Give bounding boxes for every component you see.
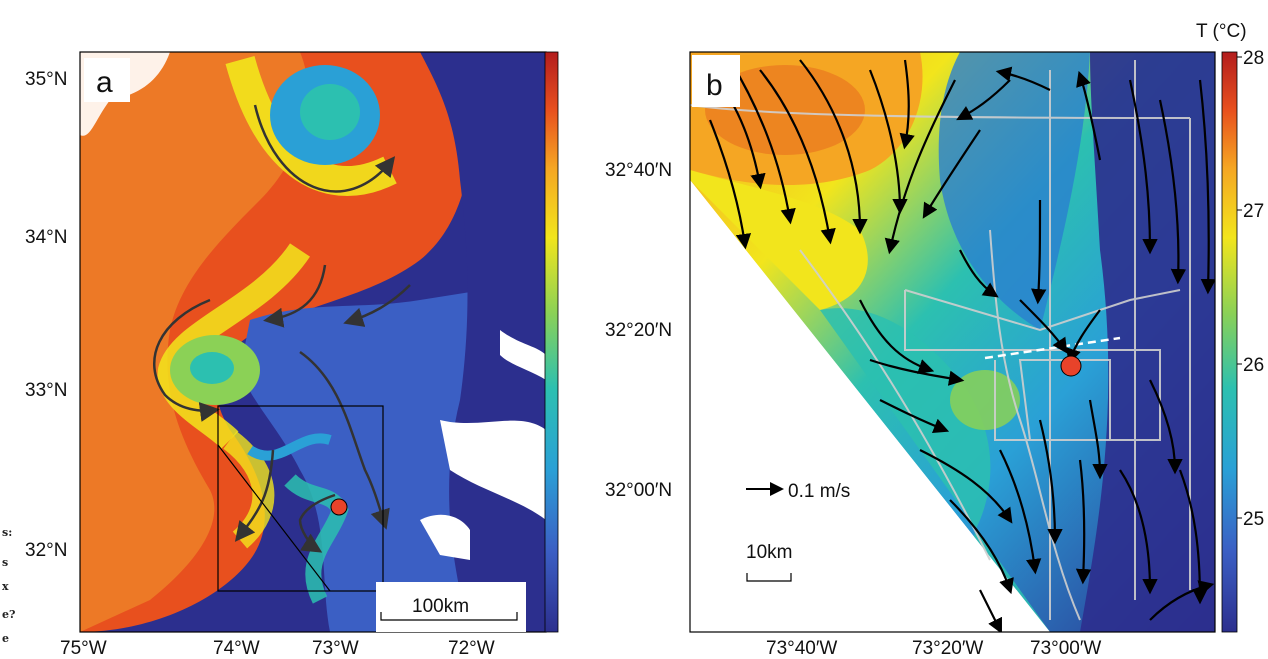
colorbar-tick-25: 25 (1243, 509, 1264, 530)
colorbar-tick-27: 27 (1243, 201, 1264, 222)
lat-tick-32-40n: 32°40′N (605, 160, 672, 181)
colorbar-tick-26: 26 (1243, 355, 1264, 376)
subregion-box (217, 405, 384, 592)
scale-bar-a-label: 100km (412, 596, 469, 617)
svg-text:x: x (2, 580, 9, 593)
panel-a-flow-arrows (153, 104, 411, 553)
colorbar-title: T (°C) (1196, 21, 1247, 42)
svg-text:e: e (2, 632, 9, 645)
panel-b-frame (689, 51, 1216, 633)
lon-tick-72w: 72°W (448, 638, 495, 659)
velocity-ref-label: 0.1 m/s (788, 481, 850, 502)
panel-b-label: b (706, 69, 723, 102)
station-marker-b (1060, 355, 1082, 377)
lat-tick-34n: 34°N (25, 227, 67, 248)
lat-tick-35n: 35°N (25, 69, 67, 90)
lat-tick-32n: 32°N (25, 540, 67, 561)
panel-b (690, 52, 1215, 632)
colorbar-a (544, 51, 559, 633)
colorbar-tick-28: 28 (1243, 48, 1264, 69)
lon-tick-73w: 73°W (312, 638, 359, 659)
lon-tick-73-00w: 73°00′W (1030, 638, 1101, 659)
lon-tick-74w: 74°W (213, 638, 260, 659)
scale-bar-a-box (376, 582, 526, 632)
transect-line (217, 444, 331, 592)
lat-tick-32-00n: 32°00′N (605, 480, 672, 501)
lat-tick-32-20n: 32°20′N (605, 320, 672, 341)
lon-tick-75w: 75°W (60, 638, 107, 659)
scale-bar-b (746, 573, 792, 582)
lon-tick-73-40w: 73°40′W (766, 638, 837, 659)
scale-bar-a (380, 612, 518, 621)
svg-text:s: s (2, 556, 8, 569)
scale-bar-b-label: 10km (746, 542, 792, 563)
panel-a-label: a (96, 66, 113, 99)
panel-a (80, 52, 546, 632)
colorbar-b (1221, 51, 1238, 633)
panel-a-label-box (84, 58, 130, 102)
svg-text:s:: s: (2, 526, 12, 539)
margin-note: s: s x e? e (2, 526, 15, 645)
svg-text:e?: e? (2, 608, 15, 621)
station-marker-a (330, 498, 348, 516)
lon-tick-73-20w: 73°20′W (912, 638, 983, 659)
panel-b-label-box (692, 55, 740, 107)
lat-tick-33n: 33°N (25, 380, 67, 401)
